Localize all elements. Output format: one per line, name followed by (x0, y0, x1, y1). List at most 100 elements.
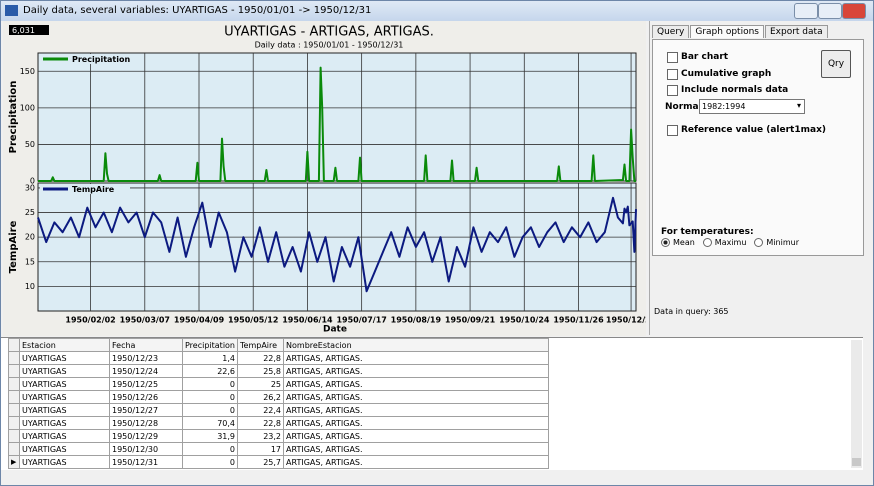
x-tick-label: 1950/12/28 (606, 316, 646, 325)
column-header[interactable]: Estacion (19, 338, 110, 352)
checkbox[interactable] (667, 69, 678, 80)
table-cell: ARTIGAS, ARTIGAS. (283, 351, 550, 365)
x-tick-label: 1950/03/07 (120, 316, 170, 325)
table-cell: UYARTIGAS (19, 403, 110, 417)
table-cell: 26,2 (237, 390, 285, 404)
table-cell: ARTIGAS, ARTIGAS. (283, 377, 550, 391)
query-button[interactable]: Qry (821, 50, 851, 78)
minimize-button[interactable] (794, 3, 818, 19)
row-indicator (8, 442, 20, 456)
table-cell: ARTIGAS, ARTIGAS. (283, 403, 550, 417)
y-tick-label: 10 (25, 282, 35, 291)
options-panel: Query Graph options Export data Bar chart … (649, 21, 865, 335)
scroll-thumb[interactable] (852, 458, 861, 466)
radio-label: Mean (673, 238, 695, 247)
checkbox[interactable] (667, 52, 678, 63)
x-tick-label: 1950/05/12 (228, 316, 278, 325)
table-cell: 17 (237, 442, 285, 456)
row-indicator (8, 416, 20, 430)
x-tick-label: 1950/08/19 (391, 316, 442, 325)
x-tick-label: 1950/04/09 (174, 316, 225, 325)
normal-dropdown[interactable]: 1982:1994 ▾ (699, 99, 805, 114)
row-indicator (8, 403, 20, 417)
table-cell: UYARTIGAS (19, 429, 110, 443)
radio-option[interactable]: Maximu (702, 238, 747, 248)
legend-label: TempAire (72, 185, 115, 194)
data-line (37, 196, 637, 293)
chart-subtitle: Daily data : 1950/01/01 - 1950/12/31 (255, 41, 404, 50)
title-bar: Daily data, several variables: UYARTIGAS… (1, 1, 873, 21)
table-row[interactable]: ▶ UYARTIGAS 1950/12/31 0 25,7 ARTIGAS, ARTIGA… (8, 455, 550, 469)
maximize-button[interactable] (818, 3, 842, 19)
legend-label: Precipitation (72, 55, 130, 64)
table-cell: 25,8 (237, 364, 285, 378)
x-axis-title: Date (323, 325, 347, 335)
table-cell: ARTIGAS, ARTIGAS. (283, 455, 550, 469)
table-cell: ARTIGAS, ARTIGAS. (283, 390, 550, 404)
table-cell: 22,6 (181, 364, 239, 378)
radio-label: Minimur (766, 238, 799, 247)
table-row[interactable]: UYARTIGAS 1950/12/27 0 22,4 ARTIGAS, ARTIGAS… (8, 403, 550, 417)
table-cell: 22,8 (237, 416, 285, 430)
tab-page: Bar chart Cumulative graph Include norma… (652, 39, 864, 256)
x-tick-label: 1950/07/17 (336, 316, 386, 325)
table-cell: 31,9 (181, 429, 239, 443)
counter: 6,031 (12, 26, 35, 35)
radio-option[interactable]: Minimur (754, 238, 799, 248)
column-header[interactable]: Precipitation (181, 338, 239, 352)
tab[interactable]: Graph options (690, 25, 764, 38)
grid-view: Estacion Fecha Precipitation TempAire Nombre… (1, 337, 863, 470)
row-indicator (8, 377, 20, 391)
row-indicator: ▶ (8, 455, 20, 469)
table-cell: 0 (181, 390, 239, 404)
y-tick-label: 150 (20, 67, 35, 76)
table-row[interactable]: UYARTIGAS 1950/12/29 31,9 23,2 ARTIGAS, ARTI… (8, 429, 550, 443)
option-label: Include normals data (681, 85, 789, 95)
row-indicator (8, 429, 20, 443)
table-cell: 22,8 (237, 351, 285, 365)
scrollbar[interactable] (851, 340, 862, 468)
column-header[interactable]: TempAire (237, 338, 285, 352)
checkbox[interactable] (667, 85, 678, 96)
option-label: Reference value (alert1max) (681, 125, 826, 135)
tab[interactable]: Query (652, 25, 690, 38)
table-row[interactable]: UYARTIGAS 1950/12/30 0 17 ARTIGAS, ARTIGAS. (8, 442, 550, 456)
table-cell: UYARTIGAS (19, 416, 110, 430)
table-row[interactable]: UYARTIGAS 1950/12/26 0 26,2 ARTIGAS, ARTIGAS… (8, 390, 550, 404)
radio-option[interactable]: Mean (661, 238, 695, 248)
table-cell: 0 (181, 455, 239, 469)
checkbox[interactable] (667, 125, 678, 136)
table-cell: ARTIGAS, ARTIGAS. (283, 416, 550, 430)
table-cell: 1950/12/30 (109, 442, 183, 456)
table-cell: 0 (181, 403, 239, 417)
radio-label: Maximu (714, 238, 747, 247)
column-header[interactable]: NombreEstacion (283, 338, 550, 352)
window-title: Daily data, several variables: UYARTIGAS… (23, 5, 372, 16)
table-cell: ARTIGAS, ARTIGAS. (283, 429, 550, 443)
chart-title: UYARTIGAS - ARTIGAS, ARTIGAS. (224, 25, 434, 40)
table-cell: 1950/12/25 (109, 377, 183, 391)
table-cell: UYARTIGAS (19, 364, 110, 378)
column-header[interactable]: Fecha (109, 338, 183, 352)
table-cell: 25,7 (237, 455, 285, 469)
table-row[interactable]: UYARTIGAS 1950/12/24 22,6 25,8 ARTIGAS, ARTI… (8, 364, 550, 378)
plot-area (37, 52, 637, 182)
dropdown-arrow: ▾ (796, 101, 801, 110)
table-cell: UYARTIGAS (19, 455, 110, 469)
close-button[interactable] (842, 3, 866, 19)
table-row[interactable]: UYARTIGAS 1950/12/25 0 25 ARTIGAS, ARTIGAS. (8, 377, 550, 391)
table-cell: 1950/12/24 (109, 364, 183, 378)
table-cell: 1950/12/31 (109, 455, 183, 469)
table-cell: 1950/12/23 (109, 351, 183, 365)
row-indicator (8, 390, 20, 404)
table-cell: 1950/12/29 (109, 429, 183, 443)
tab[interactable]: Export data (764, 25, 828, 38)
y-tick-label: 0 (30, 177, 35, 186)
table-row[interactable]: UYARTIGAS 1950/12/23 1,4 22,8 ARTIGAS, ARTIG… (8, 351, 550, 365)
table-cell: 1950/12/26 (109, 390, 183, 404)
x-tick-label: 1950/10/24 (499, 316, 550, 325)
table-row[interactable]: UYARTIGAS 1950/12/28 70,4 22,8 ARTIGAS, ARTI… (8, 416, 550, 430)
option-label: Cumulative graph (681, 69, 772, 79)
x-tick-label: 1950/02/02 (65, 316, 115, 325)
table-cell: 23,2 (237, 429, 285, 443)
